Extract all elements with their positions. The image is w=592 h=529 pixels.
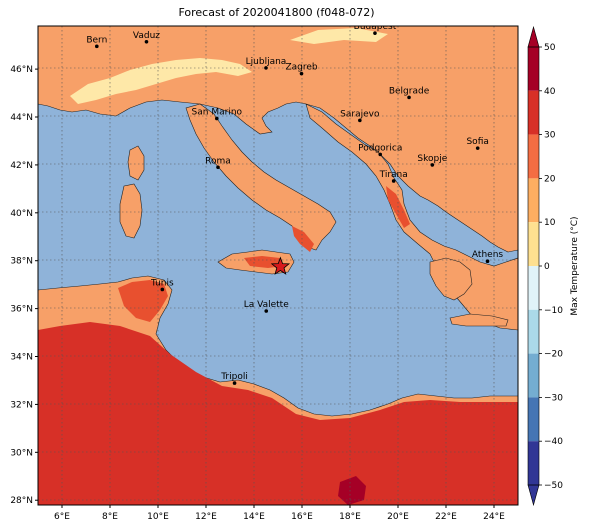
very-hot-zone	[338, 476, 366, 505]
lat-tick-label: 42°N	[10, 161, 33, 171]
lon-tick-label: 20°E	[387, 512, 409, 522]
city-dot	[378, 152, 383, 157]
city-label: Sofia	[466, 137, 488, 147]
city-dot	[407, 95, 411, 100]
hot-zone-tunisia	[118, 280, 168, 322]
land-corsica	[127, 145, 145, 181]
colorbar-tick-label: 40	[544, 87, 556, 97]
city-label: Tunis	[150, 278, 174, 288]
land-italy	[185, 103, 337, 251]
lat-tick-label: 38°N	[10, 257, 33, 267]
colorbar-band	[528, 353, 539, 398]
lat-tick-label: 40°N	[10, 209, 33, 219]
colorbar-band	[528, 222, 539, 266]
lon-tick-label: 14°E	[243, 512, 265, 522]
colorbar-tick-label: 20	[544, 174, 556, 184]
lon-tick-label: 18°E	[339, 512, 361, 522]
city-dot	[95, 44, 99, 49]
city-dot	[264, 66, 268, 70]
city-dot	[485, 259, 490, 263]
lat-tick-label: 36°N	[10, 305, 33, 315]
city-label: Vaduz	[133, 31, 160, 41]
city-dot	[160, 287, 165, 292]
cool-zone-apennines	[290, 28, 388, 44]
lon-tick-label: 6°E	[54, 512, 70, 522]
city-label: Skopje	[417, 154, 447, 164]
city-dot	[264, 309, 269, 313]
colorbar-tick-label: −10	[544, 306, 563, 316]
city-dot	[299, 71, 304, 76]
colorbar-band	[528, 134, 539, 179]
colorbar-tick-label: −40	[544, 437, 563, 447]
colorbar-min-arrow	[527, 484, 540, 507]
colorbar-band	[528, 90, 539, 135]
colorbar-tick-label: −20	[544, 350, 563, 360]
map-frame	[37, 25, 519, 506]
city-label: Budapest	[354, 22, 397, 32]
city-label: Belgrade	[389, 86, 430, 96]
hot-zone-italy	[292, 226, 314, 252]
lon-tick-label: 24°E	[483, 512, 505, 522]
lon-tick-label: 16°E	[291, 512, 313, 522]
lon-tick-label: 10°E	[147, 512, 169, 522]
colorbar-tick-label: 0	[544, 262, 550, 272]
gridlines	[38, 26, 518, 505]
colorbar-tick-label: 10	[544, 218, 556, 228]
city-label: Athens	[472, 250, 503, 260]
colorbar-band	[528, 178, 539, 223]
lat-tick-label: 30°N	[10, 448, 33, 458]
land-peloponnese	[429, 257, 473, 301]
city-dot	[216, 165, 220, 170]
city-label: Zagreb	[285, 63, 317, 73]
city-label: San Marino	[192, 107, 243, 117]
city-dot	[475, 146, 480, 150]
city-label: Bern	[86, 35, 107, 45]
city-label: Tripoli	[220, 372, 248, 382]
land-crete	[449, 313, 509, 327]
city-dot	[358, 118, 362, 123]
lon-tick-label: 8°E	[102, 512, 118, 522]
colorbar-band	[528, 266, 539, 310]
lat-tick-label: 32°N	[10, 400, 33, 410]
city-dot	[144, 40, 149, 44]
lat-tick-label: 46°N	[10, 65, 33, 75]
city-dot	[215, 116, 219, 121]
city-label: Tirana	[379, 170, 408, 180]
city-label: Sarajevo	[340, 109, 380, 119]
city-dot	[391, 179, 396, 183]
lat-tick-label: 28°N	[10, 496, 33, 506]
city-label: La Valette	[244, 300, 289, 310]
city-dot	[430, 163, 435, 167]
city-label: Podgorica	[358, 143, 402, 153]
colorbar-tick-label: −30	[544, 393, 563, 403]
chart-title: Forecast of 2020041800 (f048-072)	[178, 6, 375, 19]
star-marker-icon	[270, 256, 291, 275]
colorbar-label: Max Temperature (°C)	[570, 216, 580, 315]
colorbar-band	[528, 309, 539, 354]
cool-zone-alps	[70, 58, 252, 104]
city-label: Roma	[205, 156, 231, 166]
city-label: Ljubljana	[246, 57, 287, 67]
lat-tick-label: 44°N	[10, 113, 33, 123]
city-dot	[232, 381, 237, 385]
lat-tick-label: 34°N	[10, 353, 33, 363]
land-sardinia	[119, 183, 143, 239]
colorbar-tick-label: 30	[544, 131, 556, 141]
city-dot	[373, 31, 377, 35]
colorbar-tick-label: −50	[544, 481, 563, 491]
colorbar-band	[528, 441, 539, 485]
lon-tick-label: 12°E	[195, 512, 217, 522]
colorbar-band	[528, 47, 539, 91]
lon-tick-label: 22°E	[435, 512, 457, 522]
colorbar-max-arrow	[527, 25, 540, 48]
colorbar-tick-label: 50	[544, 43, 556, 53]
colorbar-band	[528, 397, 539, 442]
